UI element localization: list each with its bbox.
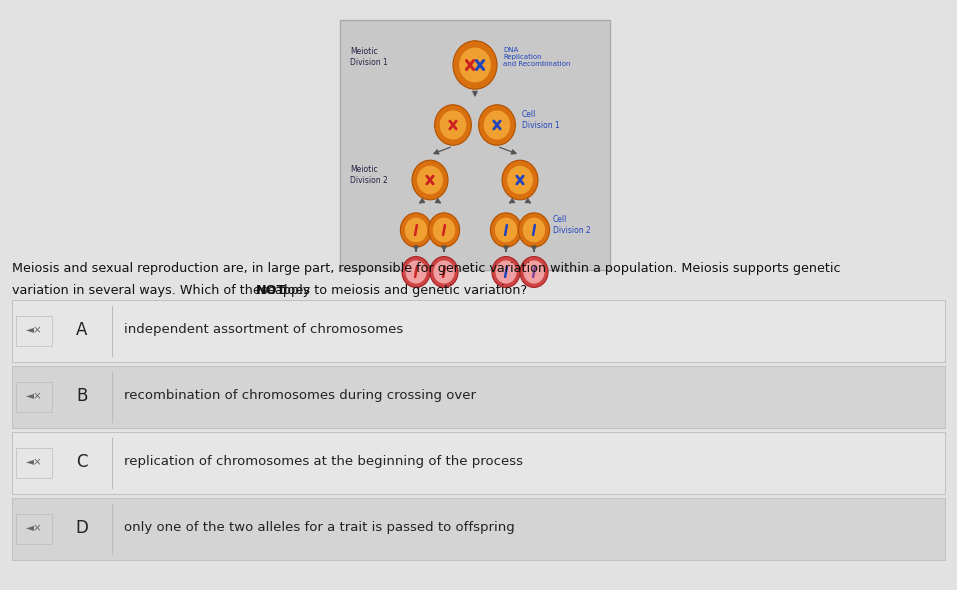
Text: A: A: [77, 321, 88, 339]
Text: B: B: [77, 387, 88, 405]
Text: ◄×: ◄×: [26, 325, 42, 335]
FancyBboxPatch shape: [12, 498, 945, 560]
Ellipse shape: [496, 260, 517, 284]
Text: Meiosis and sexual reproduction are, in large part, responsible for genetic vari: Meiosis and sexual reproduction are, in …: [12, 262, 840, 275]
Ellipse shape: [520, 257, 548, 287]
Text: Meiotic
Division 1: Meiotic Division 1: [350, 47, 388, 67]
Text: independent assortment of chromosomes: independent assortment of chromosomes: [124, 323, 403, 336]
FancyBboxPatch shape: [16, 316, 52, 346]
Ellipse shape: [406, 260, 427, 284]
Text: DNA
Replication
and Recombination: DNA Replication and Recombination: [503, 47, 570, 67]
Text: variation in several ways. Which of these does: variation in several ways. Which of thes…: [12, 284, 314, 297]
Text: Cell
Division 1: Cell Division 1: [522, 110, 560, 130]
Text: ◄×: ◄×: [26, 391, 42, 401]
FancyBboxPatch shape: [12, 432, 945, 494]
Ellipse shape: [400, 213, 432, 247]
Text: recombination of chromosomes during crossing over: recombination of chromosomes during cros…: [124, 389, 476, 402]
Ellipse shape: [440, 110, 466, 140]
Ellipse shape: [434, 260, 455, 284]
Text: only one of the two alleles for a trait is passed to offspring: only one of the two alleles for a trait …: [124, 522, 515, 535]
Ellipse shape: [483, 110, 510, 140]
Ellipse shape: [459, 48, 491, 83]
Ellipse shape: [402, 257, 430, 287]
Text: ◄×: ◄×: [26, 457, 42, 467]
Text: apply to meiosis and genetic variation?: apply to meiosis and genetic variation?: [271, 284, 527, 297]
Text: C: C: [77, 453, 88, 471]
Ellipse shape: [502, 160, 538, 200]
Ellipse shape: [412, 160, 448, 200]
Ellipse shape: [433, 218, 456, 242]
Ellipse shape: [492, 257, 520, 287]
Text: ◄×: ◄×: [26, 523, 42, 533]
Text: D: D: [76, 519, 88, 537]
FancyBboxPatch shape: [12, 366, 945, 428]
Text: Cell
Division 2: Cell Division 2: [552, 215, 590, 235]
FancyBboxPatch shape: [16, 514, 52, 544]
Text: replication of chromosomes at the beginning of the process: replication of chromosomes at the beginn…: [124, 455, 523, 468]
Ellipse shape: [478, 105, 516, 145]
Ellipse shape: [434, 105, 472, 145]
Ellipse shape: [519, 213, 549, 247]
Text: Meiotic
Division 2: Meiotic Division 2: [350, 165, 388, 185]
FancyBboxPatch shape: [340, 20, 610, 270]
FancyBboxPatch shape: [16, 448, 52, 478]
Ellipse shape: [429, 213, 459, 247]
FancyBboxPatch shape: [16, 382, 52, 412]
Text: NOT: NOT: [256, 284, 286, 297]
Ellipse shape: [507, 166, 533, 194]
Ellipse shape: [405, 218, 427, 242]
FancyBboxPatch shape: [12, 300, 945, 362]
Ellipse shape: [430, 257, 458, 287]
Ellipse shape: [523, 218, 545, 242]
Ellipse shape: [523, 260, 545, 284]
Ellipse shape: [490, 213, 522, 247]
Ellipse shape: [495, 218, 517, 242]
Ellipse shape: [453, 41, 497, 89]
Ellipse shape: [417, 166, 443, 194]
